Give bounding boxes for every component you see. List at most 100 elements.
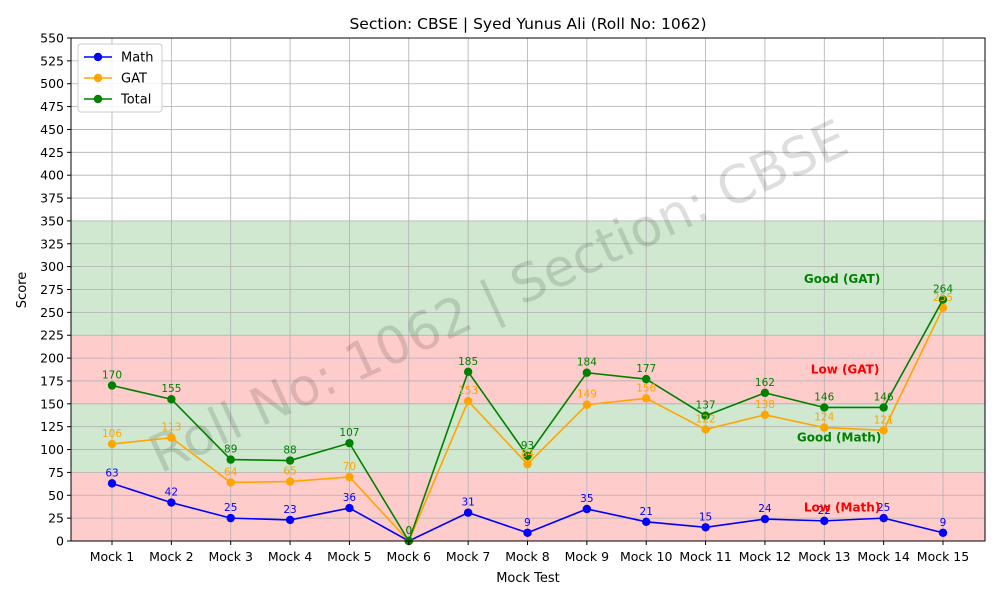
data-label-math: 35	[580, 493, 593, 505]
data-label-gat: 124	[814, 412, 834, 424]
point-total	[760, 388, 770, 398]
x-tick-label: Mock 9	[565, 549, 610, 564]
data-label-gat: 65	[283, 466, 296, 478]
data-label-math: 21	[640, 506, 653, 518]
point-gat	[167, 433, 176, 442]
data-label-total: 264	[933, 284, 953, 296]
legend-marker-total	[93, 94, 103, 104]
point-gat	[285, 477, 295, 486]
y-tick-label: 475	[40, 99, 64, 114]
point-gat	[345, 472, 354, 482]
legend-marker-gat	[93, 73, 103, 83]
legend-label-math: Math	[121, 51, 154, 66]
data-label-total: 107	[339, 427, 359, 439]
point-math	[167, 498, 176, 507]
point-math	[582, 504, 592, 514]
data-label-math: 25	[224, 502, 237, 514]
point-total	[701, 411, 710, 420]
data-label-gat: 0	[405, 525, 412, 537]
data-label-total: 93	[521, 440, 534, 452]
data-label-math: 63	[105, 467, 118, 479]
x-tick-label: Mock 4	[268, 549, 313, 564]
data-label-math: 24	[758, 503, 772, 515]
point-math	[701, 523, 710, 532]
data-label-math: 25	[877, 502, 890, 514]
point-total	[226, 455, 235, 464]
y-tick-label: 525	[40, 53, 64, 68]
point-total	[523, 451, 532, 461]
x-tick-label: Mock 12	[739, 549, 791, 564]
point-total	[582, 368, 592, 377]
point-math	[879, 513, 888, 523]
data-label-total: 89	[224, 444, 237, 456]
data-label-gat: 121	[874, 414, 894, 426]
y-axis-title: Score	[15, 272, 30, 308]
legend: Math GAT Total	[77, 43, 163, 113]
x-tick-label: Mock 2	[149, 549, 193, 564]
y-tick-label: 450	[40, 122, 64, 137]
point-gat	[820, 423, 829, 432]
point-math	[107, 479, 117, 488]
point-math	[463, 508, 473, 517]
data-label-total: 155	[161, 383, 181, 395]
score-band-3	[71, 220, 985, 336]
data-label-gat: 64	[224, 466, 238, 478]
data-label-math: 15	[699, 511, 712, 523]
point-gat	[523, 459, 532, 469]
point-math	[938, 528, 948, 537]
x-axis: Mock 1 Mock 2 Mock 3 Mock 4 Mock 5 Mock 6 Mock…	[90, 541, 969, 564]
band-annotation: Low (GAT)	[811, 363, 880, 377]
y-tick-label: 125	[40, 419, 64, 434]
x-tick-label: Mock 13	[798, 549, 850, 564]
data-label-total: 170	[102, 370, 122, 382]
data-label-total: 0	[405, 525, 412, 537]
y-tick-label: 175	[40, 373, 64, 388]
point-gat	[463, 396, 473, 406]
y-tick-label: 350	[40, 213, 64, 228]
y-tick-label: 250	[40, 305, 64, 320]
data-label-gat: 156	[636, 382, 656, 394]
data-label-math: 9	[940, 517, 947, 529]
band-annotations: Good (GAT) Low (GAT) Good (Math) Low (Math)	[797, 272, 881, 515]
y-tick-label: 375	[40, 191, 64, 206]
data-label-gat: 149	[577, 389, 597, 401]
data-label-math: 9	[524, 517, 531, 529]
y-tick-label: 300	[40, 259, 64, 274]
legend-label-total: Total	[120, 93, 151, 108]
x-tick-label: Mock 11	[679, 549, 731, 564]
data-label-total: 162	[755, 377, 775, 389]
point-total	[820, 403, 829, 412]
x-tick-label: Mock 8	[505, 549, 550, 564]
x-tick-label: Mock 3	[208, 549, 252, 564]
point-gat	[760, 410, 770, 419]
data-label-math: 36	[343, 492, 357, 504]
data-label-math: 42	[165, 487, 178, 499]
x-tick-label: Mock 6	[387, 549, 432, 564]
score-bands	[71, 220, 985, 541]
point-total	[345, 438, 354, 448]
data-label-math: 0	[405, 525, 412, 537]
legend-label-gat: GAT	[121, 72, 147, 87]
x-axis-title: Mock Test	[496, 571, 560, 586]
data-label-gat: 84	[521, 448, 535, 460]
y-tick-label: 275	[40, 282, 64, 297]
y-tick-label: 0	[56, 534, 64, 549]
y-tick-label: 425	[40, 145, 64, 160]
data-label-math: 31	[461, 497, 474, 509]
point-total	[167, 395, 176, 404]
point-gat	[226, 478, 235, 487]
data-label-gat: 122	[696, 413, 716, 425]
y-tick-label: 50	[48, 488, 64, 503]
band-annotation: Low (Math)	[804, 501, 880, 515]
x-tick-label: Mock 7	[446, 549, 490, 564]
point-total	[642, 374, 651, 384]
data-label-gat: 70	[343, 461, 356, 473]
x-tick-label: Mock 14	[857, 549, 909, 564]
point-math	[226, 513, 235, 523]
band-annotation: Good (Math)	[797, 430, 881, 444]
x-tick-label: Mock 10	[620, 549, 672, 564]
y-tick-label: 25	[48, 511, 64, 526]
